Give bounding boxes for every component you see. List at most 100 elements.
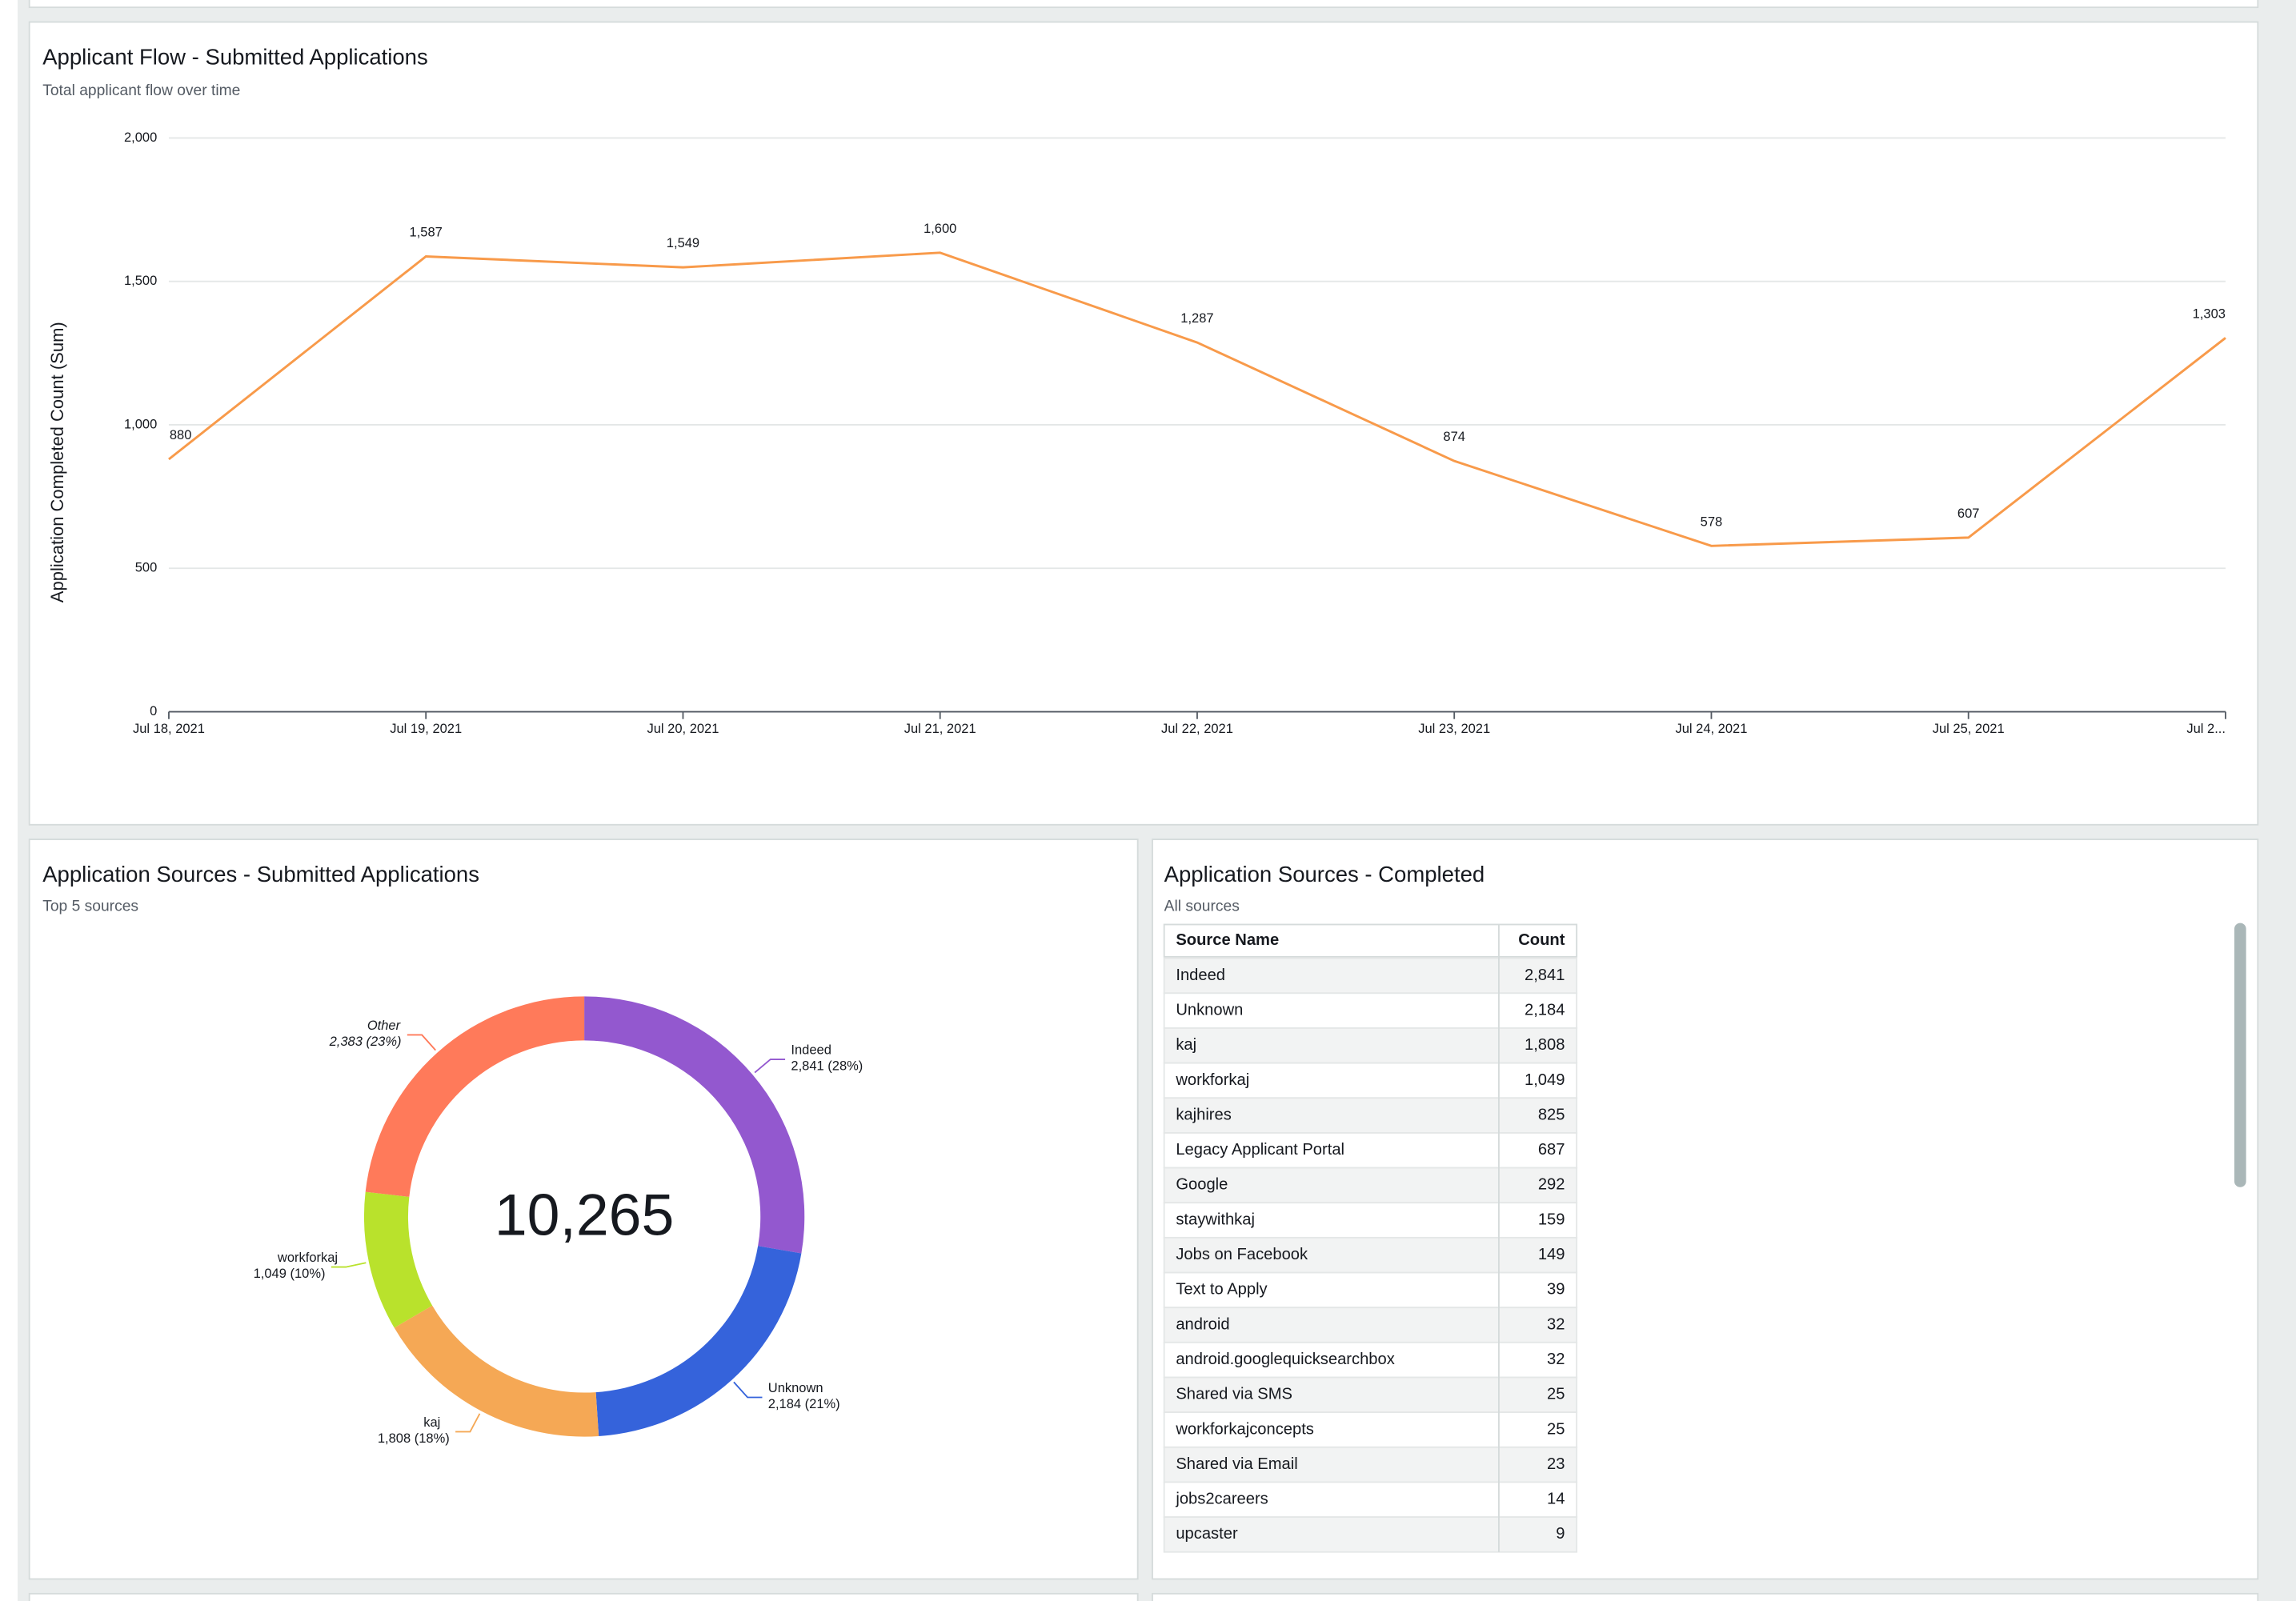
x-tick-label: Jul 24, 2021 bbox=[1675, 722, 1747, 736]
cell: workforkajconcepts bbox=[1175, 1420, 1314, 1438]
donut-slice bbox=[363, 1191, 433, 1328]
cell: 825 bbox=[1538, 1106, 1565, 1123]
table-row bbox=[1163, 1097, 1578, 1134]
slice-label: Unknown bbox=[768, 1381, 823, 1395]
cell: upcaster bbox=[1176, 1525, 1238, 1543]
cell: 149 bbox=[1538, 1246, 1565, 1263]
x-tick-label: Jul 18, 2021 bbox=[133, 722, 205, 736]
cell: Jobs on Facebook bbox=[1176, 1246, 1308, 1263]
x-tick-label: Jul 21, 2021 bbox=[904, 722, 976, 736]
table-row bbox=[1163, 1027, 1578, 1064]
cell: staywithkaj bbox=[1176, 1211, 1255, 1228]
cell: Text to Apply bbox=[1176, 1281, 1268, 1299]
x-tick-label: Jul 22, 2021 bbox=[1161, 722, 1233, 736]
table-row bbox=[1163, 1516, 1578, 1553]
slice-value: 2,841 (28%) bbox=[791, 1059, 863, 1074]
cell: 1,808 bbox=[1525, 1036, 1565, 1054]
table-title: Application Sources - Completed bbox=[1164, 862, 1485, 887]
table-row bbox=[1163, 1481, 1578, 1519]
donut-slice bbox=[365, 996, 585, 1197]
cell: 1,049 bbox=[1525, 1071, 1565, 1089]
panel bbox=[28, 839, 1139, 1580]
x-tick-label: Jul 2... bbox=[2186, 722, 2226, 736]
y-tick-label: 0 bbox=[150, 704, 157, 718]
table-row bbox=[1163, 1202, 1578, 1239]
chart-title: Application Sources - Submitted Applicat… bbox=[42, 862, 479, 887]
y-tick-label: 500 bbox=[135, 561, 158, 575]
table-row bbox=[1163, 1167, 1578, 1204]
donut-slice bbox=[595, 1246, 802, 1436]
chart-subtitle: Total applicant flow over time bbox=[42, 82, 240, 99]
leader-line bbox=[754, 1059, 786, 1074]
cell: 292 bbox=[1538, 1176, 1565, 1194]
table-subtitle: All sources bbox=[1164, 899, 1240, 915]
cell: 23 bbox=[1547, 1455, 1565, 1473]
table-row bbox=[1163, 1236, 1578, 1274]
cell: 25 bbox=[1547, 1386, 1565, 1403]
table-row bbox=[1163, 957, 1578, 995]
table-row bbox=[1163, 1376, 1578, 1414]
slice-label: Indeed bbox=[791, 1043, 831, 1057]
data-label: 1,587 bbox=[410, 226, 443, 240]
y-tick-label: 1,500 bbox=[124, 274, 157, 288]
table-header bbox=[1163, 923, 1578, 958]
leader-line bbox=[733, 1381, 763, 1399]
cell: Indeed bbox=[1176, 967, 1225, 984]
panel bbox=[1152, 1592, 2259, 1601]
slice-value: 1,049 (10%) bbox=[254, 1267, 326, 1281]
cell: Google bbox=[1176, 1176, 1228, 1194]
cell: workforkaj bbox=[1175, 1071, 1249, 1089]
column-header: Source Name bbox=[1176, 931, 1279, 949]
slice-value: 1,808 (18%) bbox=[378, 1431, 450, 1446]
data-label: 1,549 bbox=[667, 236, 699, 250]
data-label: 1,600 bbox=[924, 222, 956, 236]
cell: android.googlequicksearchbox bbox=[1176, 1351, 1394, 1368]
data-label: 1,303 bbox=[2193, 306, 2226, 321]
table-row bbox=[1163, 1271, 1578, 1309]
x-tick-label: Jul 19, 2021 bbox=[390, 722, 462, 736]
panel bbox=[28, 0, 2259, 9]
cell: android bbox=[1176, 1315, 1229, 1333]
data-label: 578 bbox=[1701, 514, 1723, 529]
cell: 32 bbox=[1547, 1315, 1565, 1333]
cell: 14 bbox=[1547, 1491, 1565, 1508]
y-axis-label: Application Completed Count (Sum) bbox=[47, 322, 67, 602]
panel bbox=[28, 21, 2259, 826]
donut-slice bbox=[584, 996, 805, 1254]
table-row bbox=[1163, 1307, 1578, 1343]
x-tick-label: Jul 25, 2021 bbox=[1933, 722, 2005, 736]
cell: 2,184 bbox=[1525, 1001, 1565, 1019]
cell: Shared via SMS bbox=[1176, 1386, 1292, 1403]
column-header: Count bbox=[1518, 931, 1565, 949]
data-label: 874 bbox=[1443, 430, 1465, 444]
cell: 2,841 bbox=[1525, 967, 1565, 984]
slice-value: 2,184 (21%) bbox=[768, 1397, 840, 1411]
line bbox=[168, 251, 2226, 547]
panel bbox=[28, 1592, 1139, 1601]
slice-value: 2,383 (23%) bbox=[329, 1035, 402, 1049]
cell: 687 bbox=[1538, 1141, 1565, 1159]
cell: kajhires bbox=[1176, 1106, 1231, 1123]
cell: 25 bbox=[1547, 1420, 1565, 1438]
table-row bbox=[1163, 1411, 1578, 1448]
cell: kaj bbox=[1176, 1036, 1196, 1054]
table-row bbox=[1163, 1132, 1578, 1169]
slice-label: workforkaj bbox=[277, 1251, 338, 1265]
donut-slice bbox=[394, 1305, 599, 1437]
leader-line bbox=[331, 1262, 367, 1268]
scrollbar[interactable] bbox=[2234, 923, 2246, 1187]
y-tick-label: 2,000 bbox=[124, 130, 157, 145]
data-label: 1,287 bbox=[1180, 311, 1213, 326]
cell: Legacy Applicant Portal bbox=[1176, 1141, 1344, 1159]
cell: 159 bbox=[1538, 1211, 1565, 1228]
x-tick-label: Jul 20, 2021 bbox=[647, 722, 719, 736]
table-row bbox=[1163, 1446, 1578, 1483]
cell: 32 bbox=[1547, 1351, 1565, 1368]
leader-line bbox=[407, 1034, 436, 1051]
chart-title: Applicant Flow - Submitted Applications bbox=[42, 45, 428, 70]
cell: jobs2careers bbox=[1175, 1491, 1268, 1508]
leader-line bbox=[455, 1413, 481, 1433]
slice-label: Other bbox=[367, 1019, 402, 1033]
cell: 39 bbox=[1547, 1281, 1565, 1299]
